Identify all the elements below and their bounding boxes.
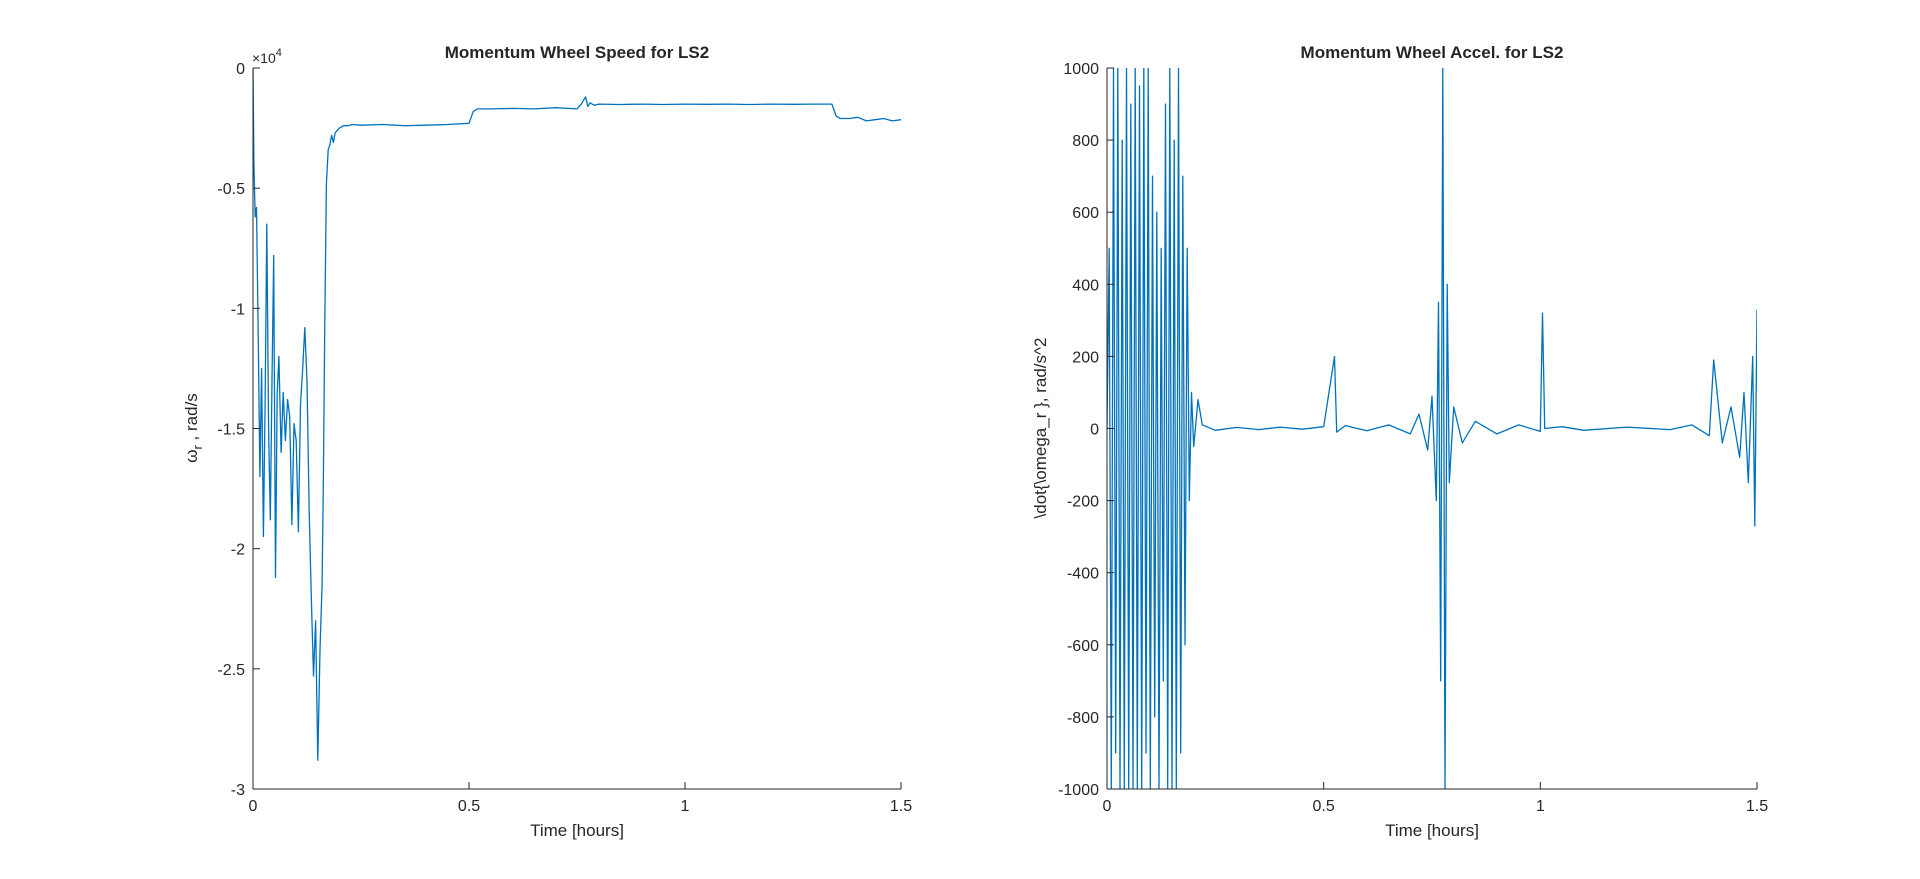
speed-chart-title: Momentum Wheel Speed for LS2 xyxy=(445,43,709,62)
accel-y-tick-label: -600 xyxy=(1067,638,1099,655)
accel-series-line xyxy=(1107,68,1757,789)
speed-y-tick-label: -3 xyxy=(231,782,245,799)
accel-x-tick-label: 1.5 xyxy=(1746,798,1768,815)
speed-y-tick-label: -1 xyxy=(231,301,245,318)
accel-y-tick-label: 600 xyxy=(1072,205,1099,222)
speed-y-axis-label: ωr , rad/s xyxy=(182,393,205,463)
accel-y-tick-label: -200 xyxy=(1067,494,1099,511)
accel-x-tick-label: 1 xyxy=(1536,798,1545,815)
speed-x-tick-label: 1.5 xyxy=(890,798,912,815)
accel-y-tick-label: 800 xyxy=(1072,133,1099,150)
speed-x-tick-label: 0.5 xyxy=(458,798,480,815)
speed-y-tick-label: -1.5 xyxy=(217,422,245,439)
speed-plot-area: 0 0.5 1 1.5 0 -0.5 -1 -1.5 -2 -2.5 -3 xyxy=(217,61,912,815)
speed-y-tick-label: -0.5 xyxy=(217,181,245,198)
speed-x-tick-label: 1 xyxy=(681,798,690,815)
speed-chart: Momentum Wheel Speed for LS2 ×104 0 0.5 1 1… xyxy=(182,43,912,840)
speed-y-tick-label: -2.5 xyxy=(217,662,245,679)
speed-y-tick-label: 0 xyxy=(236,61,245,78)
accel-y-tick-label: 1000 xyxy=(1063,61,1099,78)
accel-y-tick-label: -1000 xyxy=(1058,782,1099,799)
speed-series-line xyxy=(253,68,901,761)
accel-plot-area: 0 0.5 1 1.5 1000 800 600 400 200 0 -200 -400 -600 -80… xyxy=(1058,61,1768,815)
speed-x-tick-label: 0 xyxy=(249,798,258,815)
accel-y-tick-label: -800 xyxy=(1067,710,1099,727)
accel-y-tick-label: 0 xyxy=(1090,422,1099,439)
accel-x-tick-label: 0 xyxy=(1103,798,1112,815)
accel-chart: Momentum Wheel Accel. for LS2 0 0.5 1 1.5 10… xyxy=(1031,43,1768,840)
accel-x-tick-label: 0.5 xyxy=(1313,798,1335,815)
accel-y-tick-label: 200 xyxy=(1072,349,1099,366)
speed-y-tick-label: -2 xyxy=(231,542,245,559)
accel-chart-title: Momentum Wheel Accel. for LS2 xyxy=(1301,43,1564,62)
accel-y-tick-label: 400 xyxy=(1072,277,1099,294)
accel-y-tick-label: -400 xyxy=(1067,566,1099,583)
accel-y-axis-label: \dot{\omega_r }, rad/s^2 xyxy=(1031,338,1050,519)
speed-exponent-label: ×104 xyxy=(252,47,282,66)
accel-x-axis-label: Time [hours] xyxy=(1385,821,1479,840)
speed-x-axis-label: Time [hours] xyxy=(530,821,624,840)
